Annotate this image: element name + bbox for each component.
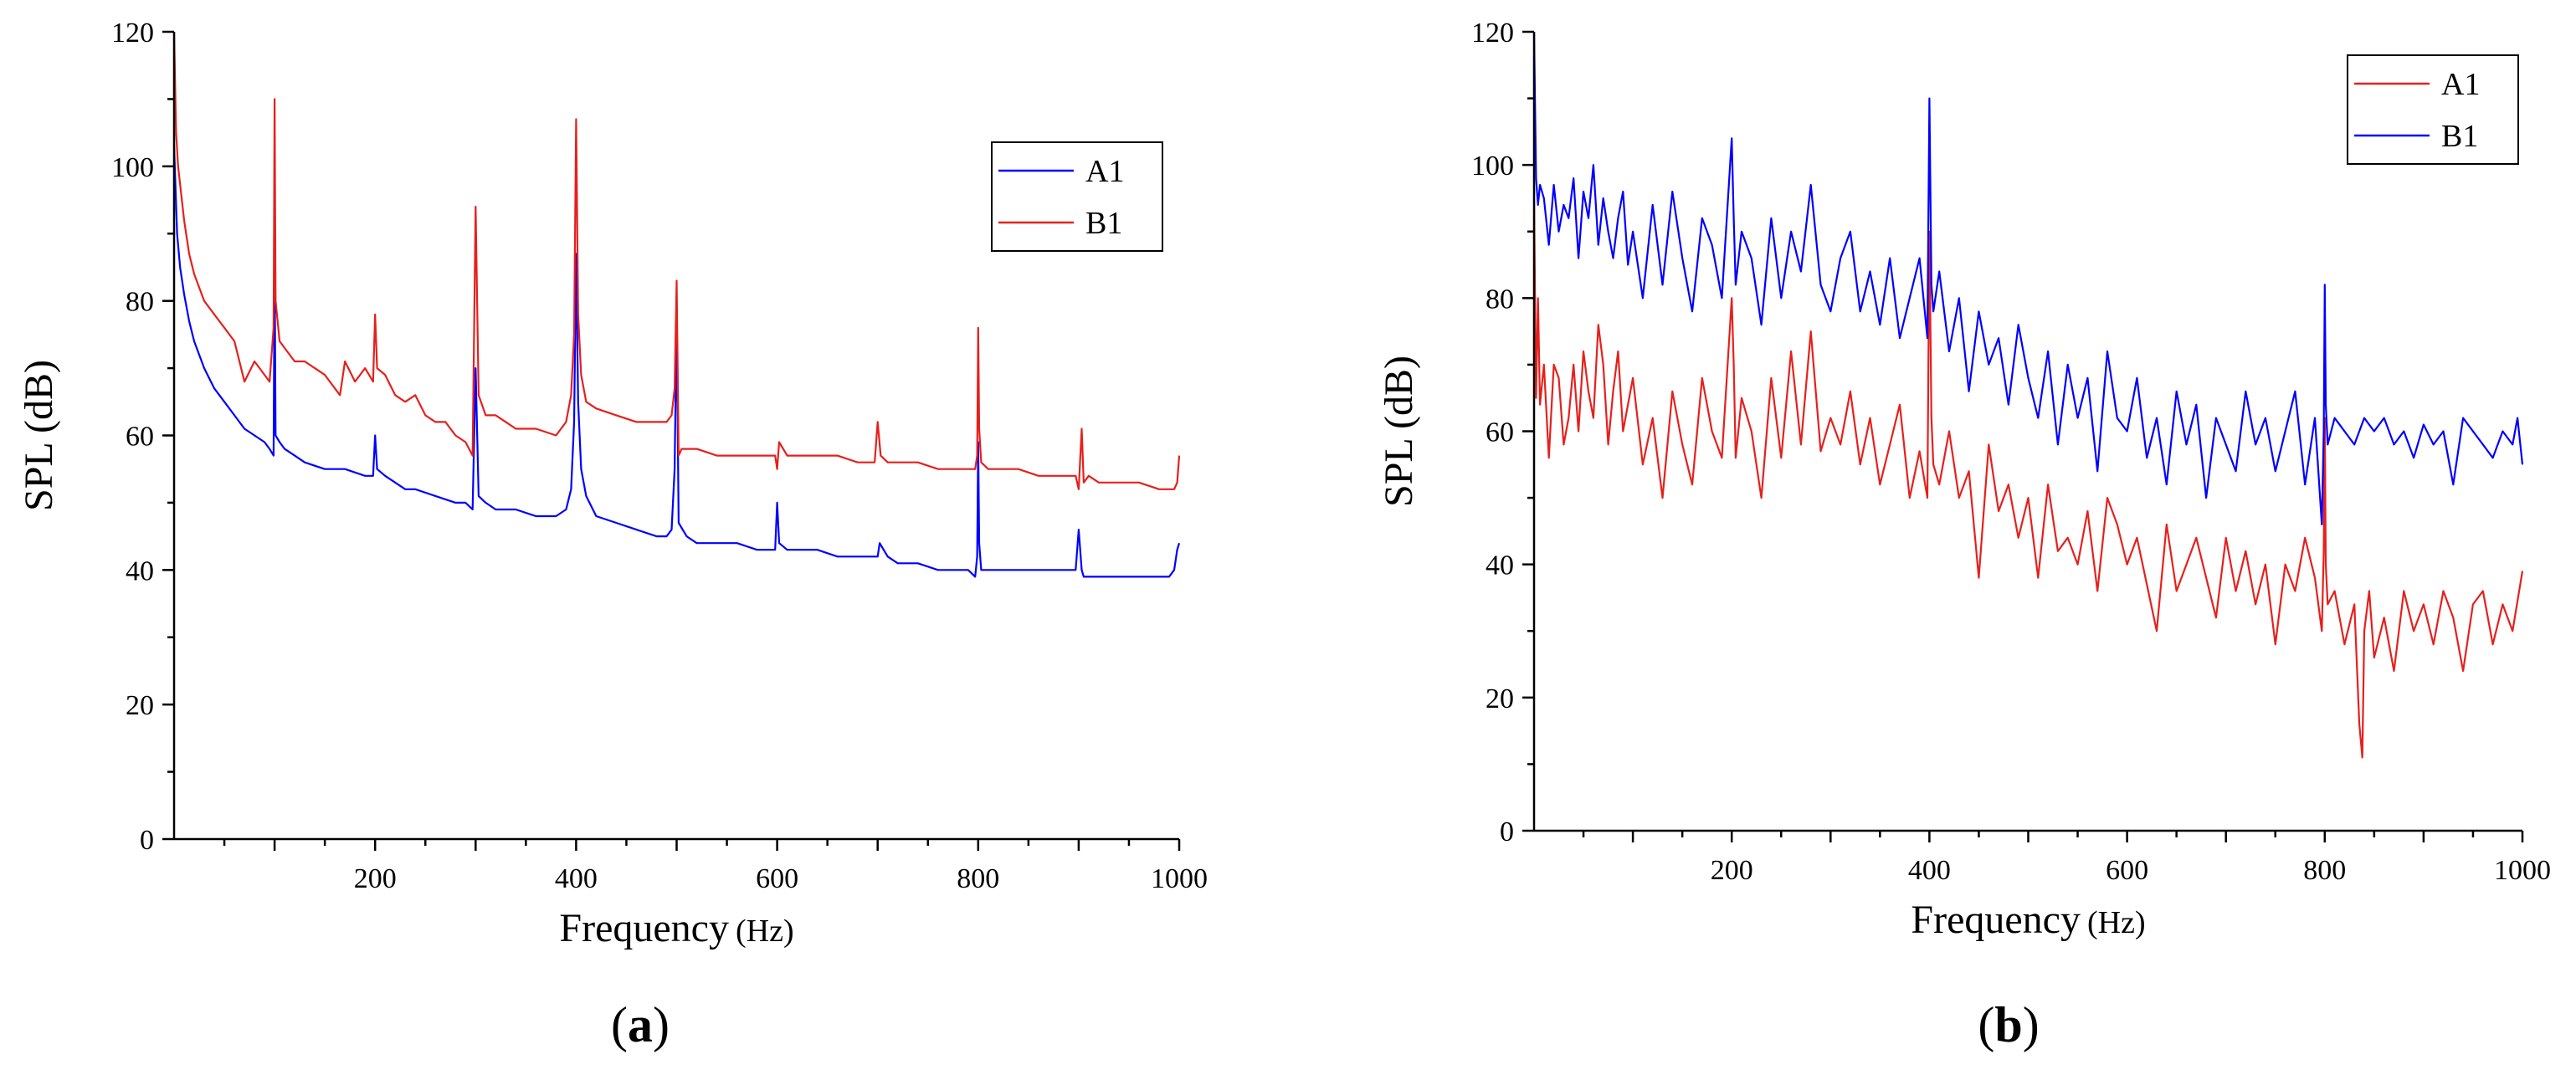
x-axis-unit: (Hz): [736, 914, 794, 949]
y-tick-label: 0: [1500, 816, 1514, 847]
y-tick-label: 40: [1486, 550, 1514, 581]
x-tick-label: 800: [957, 863, 999, 894]
y-tick-label: 60: [126, 422, 154, 453]
x-tick-label: 800: [2303, 855, 2346, 886]
x-tick-label: 600: [2106, 855, 2148, 886]
x-axis-title: Frequency (Hz): [559, 906, 793, 950]
x-axis-title: Frequency (Hz): [1911, 898, 2145, 942]
x-tick-label: 200: [1711, 855, 1753, 886]
y-tick-label: 120: [1471, 18, 1514, 49]
series-line-a1: [1534, 197, 2523, 759]
y-tick-label: 100: [1471, 151, 1514, 182]
x-axis-label: Frequency: [1911, 898, 2081, 942]
x-tick-label: 200: [354, 863, 397, 894]
x-tick-label: 600: [756, 863, 798, 894]
y-tick-label: 100: [111, 152, 154, 183]
series-line-a1: [174, 146, 1180, 578]
x-tick-label: 400: [555, 863, 598, 894]
y-tick-label: 120: [111, 18, 154, 49]
y-tick-label: 20: [126, 690, 154, 721]
y-axis-label: SPL (dB): [1377, 356, 1421, 507]
chart-a: 0 20 40 60 80 100 120 200 400 600 800 1000 Frequency…: [17, 18, 1208, 1052]
legend-box: [2347, 54, 2519, 165]
legend-label-b1: B1: [2441, 119, 2478, 154]
legend-box: [991, 141, 1163, 252]
y-tick-label: 60: [1486, 417, 1514, 448]
chart-b: 0 20 40 60 80 100 120 200 400 600 800 1000 Frequency…: [1377, 18, 2551, 1052]
legend-label-a1: A1: [2441, 67, 2480, 102]
x-tick-label: 400: [1908, 855, 1951, 886]
x-tick-label: 1000: [2494, 855, 2551, 886]
y-tick-label: 80: [1486, 284, 1514, 315]
series-line-b1: [174, 31, 1180, 490]
y-axis-label: SPL (dB): [17, 360, 61, 511]
legend-label-b1: B1: [1085, 206, 1122, 241]
y-tick-label: 20: [1486, 683, 1514, 714]
y-tick-label: 0: [140, 825, 154, 856]
y-tick-label: 40: [126, 555, 154, 586]
subfigure-caption: (a): [611, 997, 670, 1052]
legend-label-a1: A1: [1085, 154, 1124, 189]
series-line-b1: [1534, 31, 2523, 526]
x-axis-label: Frequency: [559, 906, 729, 950]
y-tick-label: 80: [126, 287, 154, 318]
x-axis-unit: (Hz): [2087, 905, 2146, 940]
subfigure-caption: (b): [1978, 997, 2039, 1052]
x-tick-label: 1000: [1151, 863, 1208, 894]
